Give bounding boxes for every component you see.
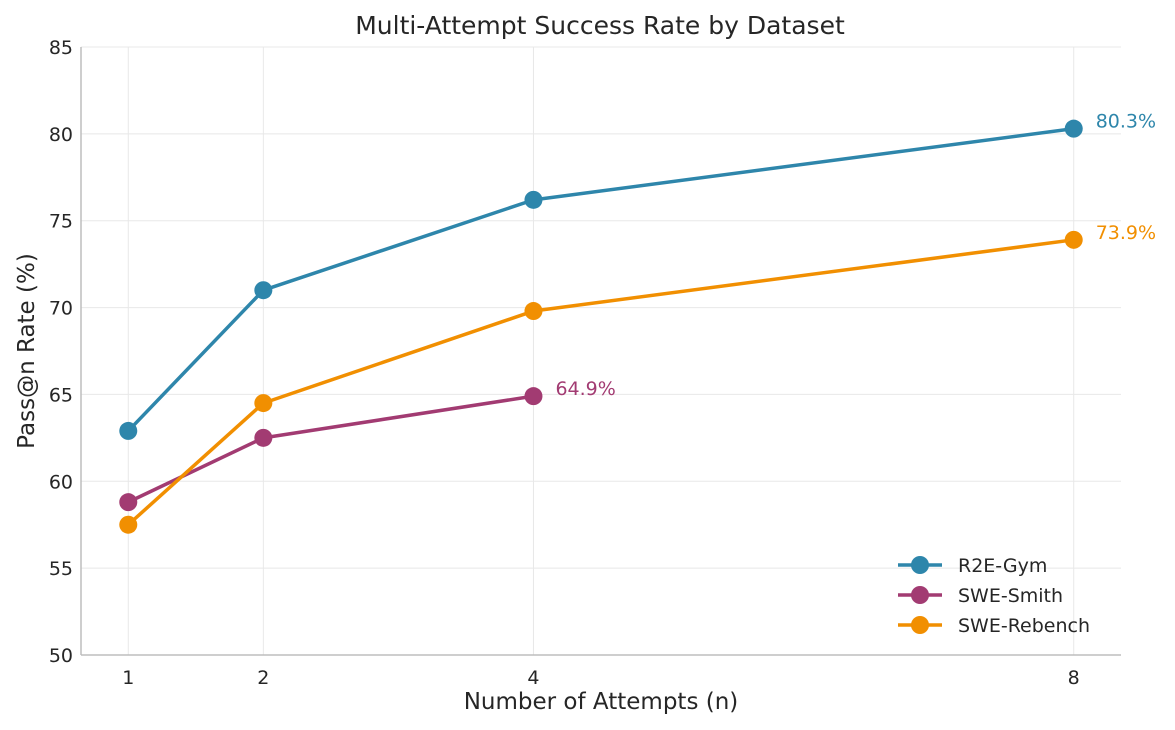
data-point-swe-smith <box>119 493 138 512</box>
y-tick-label: 75 <box>49 211 73 233</box>
labels-layer: 80.3% 64.9% 73.9% <box>555 111 1156 401</box>
data-point-swe-rebench <box>1064 230 1083 249</box>
x-tick-label: 8 <box>1068 667 1080 689</box>
series-line-swe-rebench <box>126 238 1076 527</box>
y-tick-label: 55 <box>49 558 73 580</box>
legend: R2E-Gym SWE-Smith SWE-Rebench <box>898 555 1090 637</box>
series-line-swe-smith <box>126 394 536 504</box>
axes-layer: 1 2 4 8 50 55 60 65 70 75 80 85 <box>49 37 1121 689</box>
series-layer <box>119 119 1083 534</box>
y-tick-label: 50 <box>49 645 73 667</box>
series-line-r2e-gym <box>126 126 1076 433</box>
data-point-swe-smith <box>524 387 543 406</box>
legend-marker-swe-rebench <box>911 616 929 634</box>
x-tick-label: 4 <box>527 667 539 689</box>
y-tick-label: 80 <box>49 124 73 146</box>
x-axis-title: Number of Attempts (n) <box>464 689 739 715</box>
data-point-swe-rebench <box>254 394 273 413</box>
y-tick-label: 65 <box>49 384 73 406</box>
legend-marker-r2e-gym <box>911 556 929 574</box>
data-point-swe-smith <box>254 428 273 447</box>
data-point-swe-rebench <box>524 302 543 321</box>
legend-label-swe-rebench: SWE-Rebench <box>958 615 1090 637</box>
data-point-r2e-gym <box>254 281 273 300</box>
legend-label-r2e-gym: R2E-Gym <box>958 555 1047 577</box>
y-tick-label: 85 <box>49 37 73 59</box>
y-axis-title: Pass@n Rate (%) <box>14 253 40 449</box>
data-point-swe-rebench <box>119 515 138 534</box>
data-point-r2e-gym <box>1064 119 1083 138</box>
chart-title: Multi-Attempt Success Rate by Dataset <box>355 11 845 40</box>
legend-marker-swe-smith <box>911 586 929 604</box>
data-point-r2e-gym <box>119 421 138 440</box>
x-tick-label: 2 <box>257 667 269 689</box>
x-tick-label: 1 <box>122 667 134 689</box>
legend-label-swe-smith: SWE-Smith <box>958 585 1063 607</box>
y-tick-label: 60 <box>49 471 73 493</box>
data-label-swe-smith: 64.9% <box>555 378 615 400</box>
y-tick-label: 70 <box>49 298 73 320</box>
data-label-r2e-gym: 80.3% <box>1096 111 1156 133</box>
data-label-swe-rebench: 73.9% <box>1096 222 1156 244</box>
data-point-r2e-gym <box>524 190 543 209</box>
